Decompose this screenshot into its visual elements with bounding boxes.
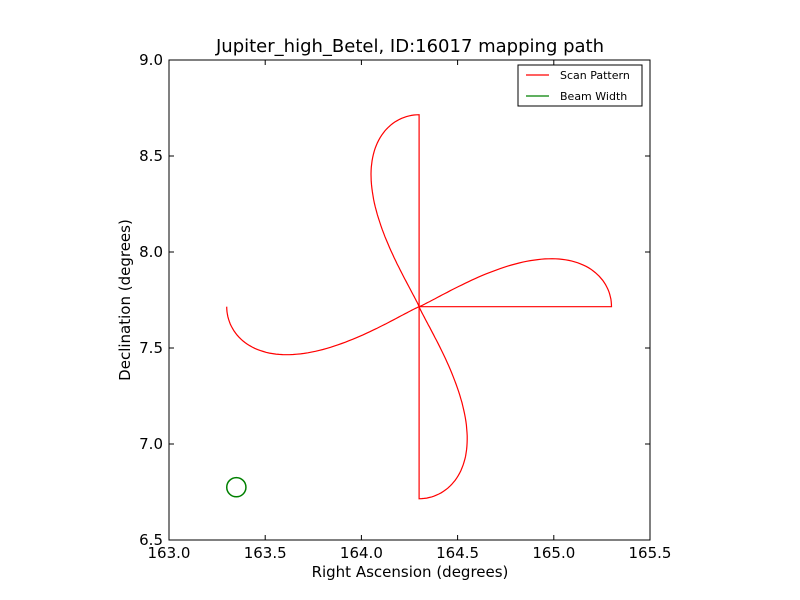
plot-frame (168, 59, 651, 541)
legend: Scan Pattern Beam Width (517, 64, 643, 107)
beam-width-circle (225, 476, 247, 498)
x-tick-label: 165.5 (629, 544, 672, 562)
y-tick-label: 8.5 (139, 147, 163, 165)
x-tick-label: 163.0 (148, 544, 191, 562)
legend-label-scan-pattern: Scan Pattern (560, 69, 630, 82)
y-tick-label: 7.0 (139, 435, 163, 453)
chart-title: Jupiter_high_Betel, ID:16017 mapping pat… (215, 36, 604, 57)
x-tick-label: 164.0 (340, 544, 383, 562)
plot-background (169, 60, 650, 540)
y-tick-label: 6.5 (139, 531, 163, 549)
data-layer (225, 114, 613, 500)
ticks-layer: 163.0 163.5 164.0 164.5 165.0 165.5 6.5 7.0 7.5 8… (139, 51, 671, 562)
y-axis-label: Declination (degrees) (116, 219, 134, 381)
legend-box (517, 64, 643, 107)
x-tick-label: 164.5 (436, 544, 479, 562)
x-tick-label: 163.5 (244, 544, 287, 562)
y-tick-label: 8.0 (139, 243, 163, 261)
legend-label-beam-width: Beam Width (560, 90, 627, 103)
x-axis-label: Right Ascension (degrees) (312, 563, 509, 581)
y-tick-label: 9.0 (139, 51, 163, 69)
y-tick-label: 7.5 (139, 339, 163, 357)
x-tick-label: 165.0 (532, 544, 575, 562)
scan-pattern-line (226, 114, 613, 500)
